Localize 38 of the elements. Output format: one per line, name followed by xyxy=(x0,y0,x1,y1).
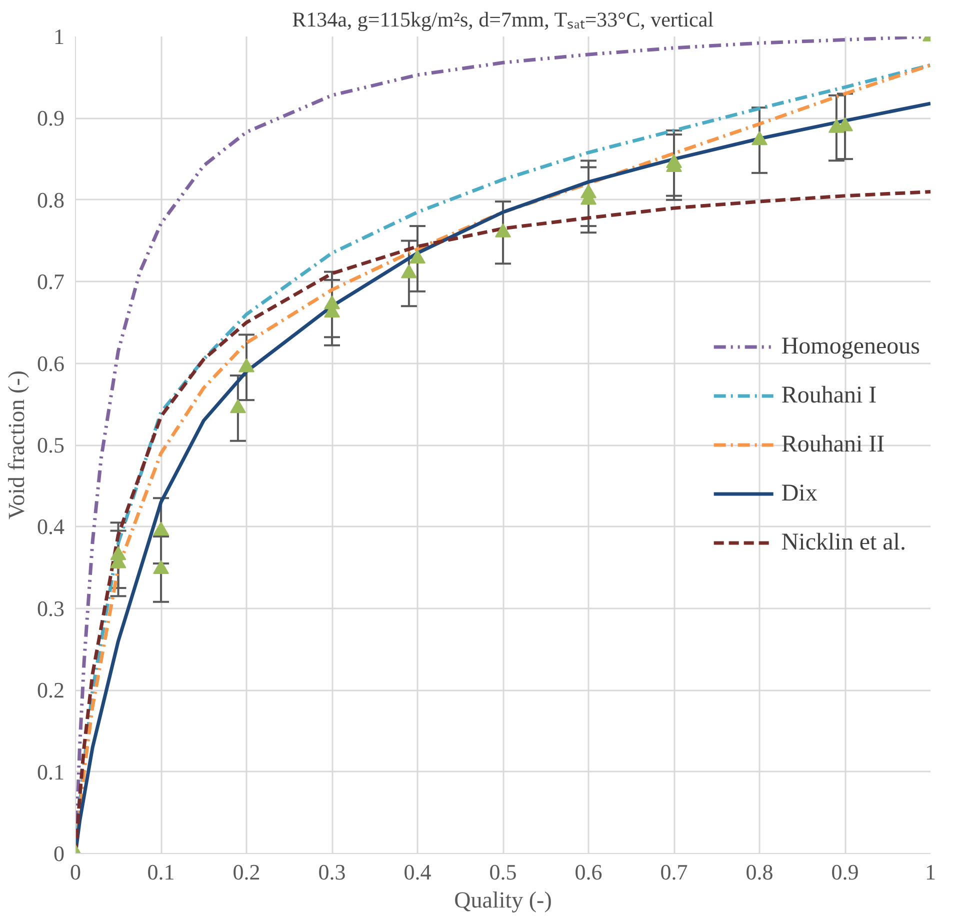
y-axis-title: Void fraction (-) xyxy=(4,370,29,520)
y-tick-label: 0 xyxy=(54,841,64,866)
x-tick-label: 0.1 xyxy=(147,860,175,884)
x-tick-label: 0 xyxy=(70,860,81,884)
y-tick-label: 1 xyxy=(54,24,64,49)
point xyxy=(400,264,417,278)
point xyxy=(230,399,246,414)
point xyxy=(752,131,768,146)
legend-label: Homogeneous xyxy=(781,333,920,360)
y-tick-label: 0.6 xyxy=(37,350,64,376)
x-tick-label: 0.5 xyxy=(489,860,517,884)
y-tick-label: 0.2 xyxy=(37,678,64,703)
legend-label: Rouhani II xyxy=(781,431,885,458)
chart-title: R134a, g=115kg/m²s, d=7mm, Tₛₐₜ=33°C, vertical xyxy=(292,8,714,32)
x-tick-label: 0.4 xyxy=(404,860,432,884)
legend-label: Nicklin et al. xyxy=(781,529,906,556)
x-tick-label: 0.6 xyxy=(574,860,602,884)
x-tick-label: 0.2 xyxy=(232,860,260,884)
point xyxy=(153,522,169,536)
point xyxy=(495,223,511,238)
legend-label: Dix xyxy=(781,480,818,507)
x-tick-label: 0.7 xyxy=(660,860,688,884)
x-tick-label: 0.3 xyxy=(318,860,346,884)
y-tick-label: 0.4 xyxy=(37,514,64,540)
point xyxy=(238,358,254,372)
y-tick-label: 0.8 xyxy=(37,187,64,212)
x-tick-label: 0.8 xyxy=(746,860,774,884)
y-tick-label: 0.9 xyxy=(37,106,64,131)
point xyxy=(153,560,169,574)
point xyxy=(410,250,426,264)
y-tick-label: 0.1 xyxy=(37,759,64,784)
y-tick-label: 0.7 xyxy=(37,269,64,294)
x-axis-title: Quality (-) xyxy=(454,888,552,912)
x-tick-label: 1 xyxy=(925,860,936,884)
legend-label: Rouhani I xyxy=(781,382,877,409)
x-tick-label: 0.9 xyxy=(831,860,859,884)
y-tick-label: 0.5 xyxy=(37,432,64,458)
y-tick-label: 0.3 xyxy=(37,596,64,621)
